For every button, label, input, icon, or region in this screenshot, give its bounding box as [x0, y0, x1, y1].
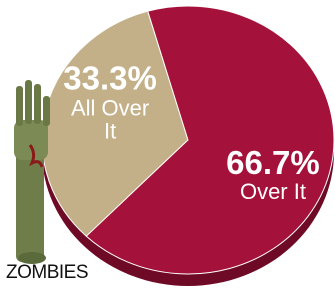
finger: [34, 84, 41, 124]
value-label: 33.3%: [62, 62, 158, 97]
value-label: 66.7%: [225, 146, 321, 181]
slice-label: 66.7%Over It: [225, 146, 321, 204]
finger: [16, 86, 23, 126]
finger: [43, 96, 50, 126]
category-label: Over It: [225, 180, 321, 203]
arm: [16, 150, 44, 262]
category-label: All Over It: [62, 96, 158, 142]
slice-label: 33.3%All Over It: [62, 62, 158, 143]
chart: ZOMBIES 33.3%All Over It 66.7%Over It: [0, 0, 335, 295]
annotation: ZOMBIES: [6, 262, 88, 284]
finger: [25, 80, 32, 124]
